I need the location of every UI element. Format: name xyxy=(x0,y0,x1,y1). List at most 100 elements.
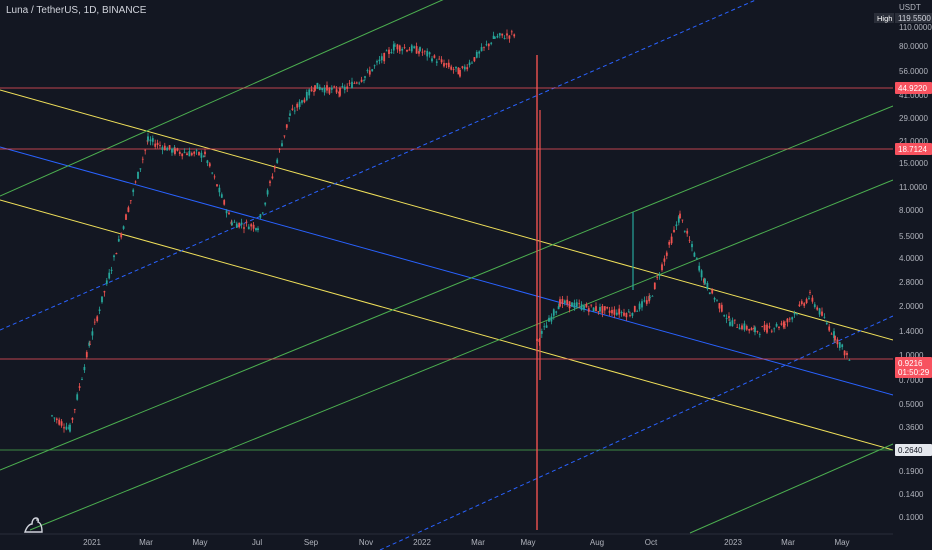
time-axis[interactable]: 2021 Mar May Jul Sep Nov 2022 Mar May Aug Oct 2023 M… xyxy=(0,533,893,547)
candle-body xyxy=(105,280,108,284)
candle-body xyxy=(681,219,684,221)
candle-body xyxy=(766,324,768,333)
candle-body xyxy=(585,303,588,308)
candle-body xyxy=(198,151,200,156)
candle-body xyxy=(245,221,248,223)
candle-body xyxy=(545,325,548,328)
candle-body xyxy=(691,244,693,248)
candle-body xyxy=(780,323,783,325)
candle-body xyxy=(127,207,130,212)
green-channel-3 xyxy=(29,179,894,531)
candle-body xyxy=(501,33,504,36)
candle-body xyxy=(360,79,363,82)
candle-body xyxy=(278,148,281,150)
candle-body xyxy=(333,86,336,88)
candle-body xyxy=(503,37,506,40)
high-badge xyxy=(874,13,894,23)
candle-body xyxy=(818,308,821,315)
candle-body xyxy=(373,65,376,67)
candle-body xyxy=(695,257,698,259)
candle-body xyxy=(421,51,424,53)
candle-body xyxy=(431,58,433,62)
candle-body xyxy=(736,327,739,328)
candle-body xyxy=(163,145,166,150)
candle-body xyxy=(218,187,221,193)
candle-body xyxy=(663,258,666,262)
candle-body xyxy=(125,214,127,220)
candle-body xyxy=(763,324,766,331)
candle-body xyxy=(723,315,726,317)
candle-body xyxy=(298,101,301,107)
candle-body xyxy=(269,181,271,184)
y-tick-label: 8.0000 xyxy=(899,206,924,215)
candle-body xyxy=(786,318,789,323)
candle-body xyxy=(115,252,118,255)
candle-body xyxy=(216,184,218,187)
candle-body xyxy=(371,69,374,72)
x-tick-label: Mar xyxy=(471,538,485,547)
blue-regression-line xyxy=(0,146,894,396)
candle-body xyxy=(380,56,383,61)
candle-body xyxy=(480,47,483,52)
candle-body xyxy=(53,417,56,419)
candle-body xyxy=(704,278,706,284)
candle-body xyxy=(578,303,581,305)
candle-body xyxy=(225,210,228,214)
candle-body xyxy=(338,92,340,94)
candle-body xyxy=(418,51,420,54)
x-tick-label: Oct xyxy=(645,538,658,547)
candle-body xyxy=(314,85,316,91)
candle-body xyxy=(433,55,436,58)
candle-body xyxy=(188,151,191,157)
high-value-label: 119.5500 xyxy=(898,14,931,23)
candle-body xyxy=(627,311,630,313)
candle-body xyxy=(98,309,101,311)
candle-body xyxy=(76,394,79,400)
candle-body xyxy=(348,82,351,84)
candle-body xyxy=(285,124,288,128)
candle-body xyxy=(595,306,597,312)
candle-body xyxy=(408,49,411,51)
candle-body xyxy=(575,302,578,307)
candle-body xyxy=(775,323,778,327)
candle-body xyxy=(788,318,791,320)
candle-body xyxy=(178,151,181,154)
candle-body xyxy=(60,421,63,426)
candle-body xyxy=(161,147,164,150)
candle-body xyxy=(235,223,238,228)
candle-body xyxy=(675,224,678,227)
candle-body xyxy=(658,275,661,277)
candle-body xyxy=(410,45,413,52)
x-tick-label: Jul xyxy=(252,538,262,547)
candle-body xyxy=(548,317,550,322)
candle-body xyxy=(353,82,356,84)
candle-body xyxy=(608,310,611,313)
candle-body xyxy=(330,87,333,90)
candle-body xyxy=(733,319,736,321)
candle-body xyxy=(648,296,651,302)
y-tick-label: 80.0000 xyxy=(899,42,928,51)
candle-body xyxy=(108,272,111,279)
x-tick-label: 2022 xyxy=(413,538,431,547)
candle-body xyxy=(134,181,137,183)
candle-body xyxy=(368,70,371,75)
candle-body xyxy=(823,316,826,318)
candle-body xyxy=(552,309,555,316)
candle-body xyxy=(385,50,388,52)
candle-body xyxy=(419,47,421,52)
candle-body xyxy=(81,379,83,380)
candle-body xyxy=(383,52,386,62)
candle-body xyxy=(159,145,161,146)
candle-body xyxy=(415,46,418,54)
y-tick-label: 29.0000 xyxy=(899,114,928,123)
candle-body xyxy=(310,89,313,92)
candle-body xyxy=(487,43,490,47)
candle-body xyxy=(603,306,606,311)
candle-body xyxy=(202,156,205,158)
price-badge-text: 01:50:29 xyxy=(898,368,930,377)
candle-body xyxy=(468,62,471,66)
candle-body xyxy=(773,328,776,330)
candle-body xyxy=(649,297,651,298)
candle-body xyxy=(176,148,179,151)
